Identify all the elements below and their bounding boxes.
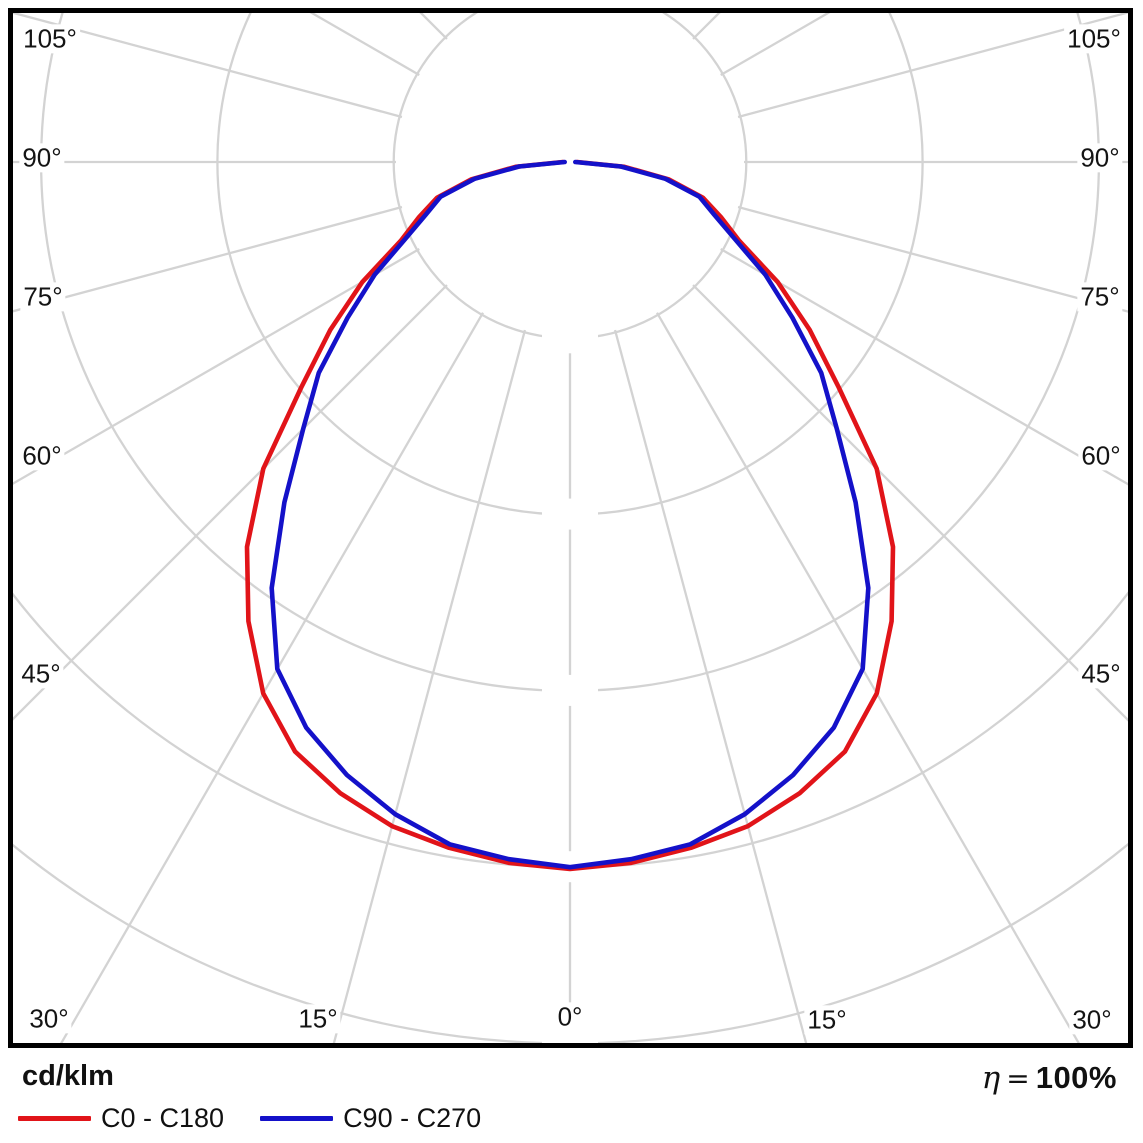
grid-radial: [720, 248, 1128, 486]
grid-radial: [737, 205, 1128, 313]
legend-item-c90-c270: C90 - C270: [260, 1103, 481, 1134]
grid-gap: [542, 674, 598, 706]
grid-radial: [13, 284, 448, 721]
angle-label-45: 45°: [1078, 659, 1124, 689]
equals-sign: =: [1006, 1062, 1030, 1095]
angle-label-0: 0°: [554, 1002, 586, 1032]
grid-radial: [60, 312, 484, 1043]
angle-label-90: 90°: [1077, 143, 1123, 173]
efficiency-value: 100%: [1035, 1060, 1117, 1095]
legend: C0 - C180 C90 - C270: [18, 1103, 481, 1133]
footer-area: [0, 1052, 1143, 1143]
grid-radial: [13, 248, 420, 485]
eta-symbol: η: [981, 1060, 1001, 1096]
angle-label-75: 75°: [20, 282, 66, 312]
grid-ring: [392, 13, 748, 340]
angle-label-105: 105°: [20, 24, 80, 54]
legend-label: C0 - C180: [101, 1102, 225, 1133]
grid-radial: [692, 284, 1128, 722]
angle-label-105: 105°: [1064, 24, 1124, 54]
light-output-ratio: η = 100%: [982, 1060, 1117, 1096]
legend-swatch-red-line: [18, 1115, 91, 1121]
grid-radial: [613, 329, 808, 1043]
angle-label-75: 75°: [1077, 282, 1123, 312]
legend-label: C90 - C270: [343, 1102, 482, 1133]
grid-gap: [542, 322, 598, 354]
angle-label-60: 60°: [1078, 441, 1124, 471]
angle-label-30: 30°: [26, 1004, 72, 1034]
angle-label-60: 60°: [19, 441, 65, 471]
grid-radial: [737, 13, 1128, 119]
grid-ring: [13, 591, 1128, 869]
angle-label-90: 90°: [19, 143, 65, 173]
legend-swatch-blue-line: [260, 1115, 334, 1121]
radial-unit-label: cd/klm: [22, 1060, 114, 1092]
angle-label-15: 15°: [295, 1004, 341, 1034]
grid-radial: [13, 13, 403, 119]
angle-label-45: 45°: [18, 659, 64, 689]
curve-c90-c270: [269, 159, 871, 870]
grid-gap: [542, 498, 598, 530]
grid-radial: [332, 329, 527, 1043]
grid-radial: [656, 312, 1080, 1043]
plot-border: [8, 8, 1133, 1048]
legend-item-c0-c180: C0 - C180: [18, 1103, 224, 1134]
angle-label-15: 15°: [804, 1005, 850, 1035]
grid-radial: [13, 205, 403, 313]
angle-label-30: 30°: [1069, 1005, 1115, 1035]
